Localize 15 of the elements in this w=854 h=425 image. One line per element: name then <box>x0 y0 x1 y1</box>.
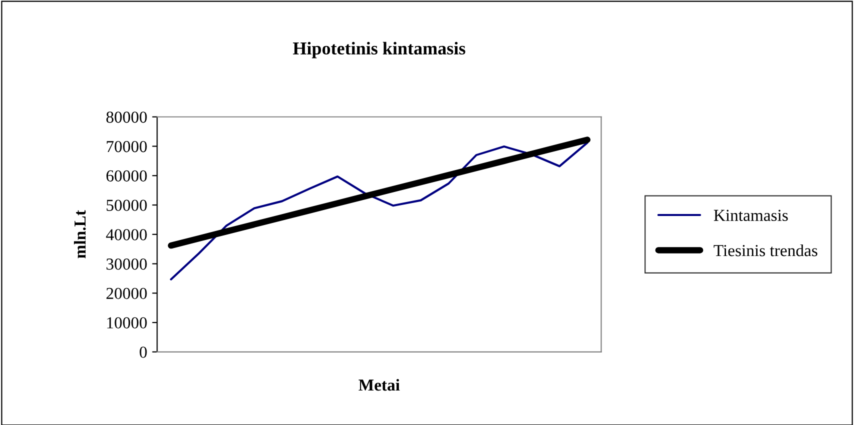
x-axis-title: Metai <box>358 378 400 391</box>
y-tick-label: 50000 <box>106 200 147 211</box>
y-tick-label: 0 <box>140 346 147 358</box>
y-tick-label: 40000 <box>106 229 147 240</box>
line-series <box>170 142 588 280</box>
y-tick-label: 80000 <box>106 112 147 123</box>
y-tick-label: 30000 <box>106 258 147 270</box>
y-tick-label: 10000 <box>107 317 147 328</box>
y-tick-label: 60000 <box>106 170 147 182</box>
chart-title: Hipotetinis kintamasis <box>292 42 466 58</box>
legend-label: Tiesinis trendas <box>714 244 818 256</box>
legend-label: Kintamasis <box>714 210 788 221</box>
y-tick-label: 20000 <box>106 288 147 300</box>
y-axis-title: mln.Lt <box>74 210 86 258</box>
y-tick-label: 70000 <box>106 140 147 152</box>
